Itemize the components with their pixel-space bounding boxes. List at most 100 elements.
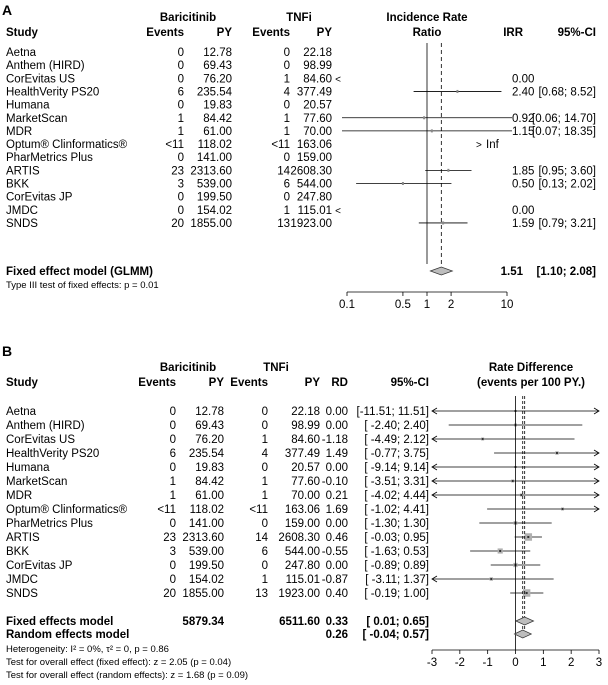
rd-ci-pharmetrics-plus: [ -1.30; 1.30] (364, 518, 429, 530)
point-estimate-mdr (430, 129, 433, 133)
py-baricitinib-marketscan: 84.42 (203, 113, 232, 125)
study-name-b-pharmetrics-plus: PharMetrics Plus (6, 518, 93, 530)
study-name-corevitas-jp: CorEvitas JP (6, 192, 73, 204)
py-tnfi-b-jmdc: 115.01 (286, 574, 320, 586)
events-baricitinib-artis: 23 (171, 165, 184, 177)
study-name-b-artis: ARTIS (6, 532, 40, 544)
events-baricitinib-b-pharmetrics-plus: 0 (170, 518, 176, 530)
irr-ci-bkk: [0.13; 2.02] (538, 179, 596, 191)
py-tnfi-jmdc: 115.01 (298, 205, 332, 217)
py-tnfi-anthem-hird: 98.99 (303, 60, 332, 72)
panel-b-random-ci: [ -0.04; 0.57] (363, 629, 430, 641)
py-tnfi-healthverity-ps20: 377.49 (297, 86, 332, 98)
py-baricitinib-b-humana: 19.83 (195, 462, 224, 474)
py-tnfi-pharmetrics-plus: 159.00 (297, 152, 332, 164)
rd-ci-mdr: [ -4.02; 4.44] (364, 490, 429, 502)
study-name-b-anthem-hird: Anthem (HIRD) (6, 420, 85, 432)
events-tnfi-mdr: 1 (284, 126, 290, 138)
panel-b-group2-header: TNFi (263, 362, 289, 374)
rd-ci-humana: [ -9.14; 9.14] (364, 462, 429, 474)
events-tnfi-artis: 14 (277, 165, 290, 177)
x-tick-label-b-1: 1 (540, 657, 546, 669)
arrow-right-optum-clinformatics: > (476, 140, 482, 151)
x-tick-label-0-1: 0.1 (339, 299, 355, 311)
events-baricitinib-b-anthem-hird: 0 (170, 420, 176, 432)
events-baricitinib-b-corevitas-us: 0 (170, 434, 176, 446)
irr-value-optum-clinformatics: Inf (486, 139, 500, 151)
rd-value-marketscan: -0.10 (322, 476, 348, 488)
events-tnfi-b-pharmetrics-plus: 0 (262, 518, 268, 530)
events-tnfi-b-snds: 13 (255, 588, 268, 600)
panel-b-random-rd: 0.26 (326, 629, 348, 641)
ci-arrow-right-humana (593, 463, 600, 471)
events-baricitinib-mdr: 1 (178, 126, 184, 138)
panel-b-plot-area: -3 -2 -1 0 1 2 3 (427, 396, 602, 669)
py-tnfi-b-optum-clinformatics: 163.06 (285, 504, 320, 516)
rd-value-artis: 0.46 (326, 532, 348, 544)
panel-b-group1-header: Baricitinib (160, 362, 216, 374)
ci-arrow-left-mdr (431, 491, 438, 499)
events-baricitinib-anthem-hird: 0 (178, 60, 184, 72)
py-tnfi-b-corevitas-us: 84.60 (291, 434, 320, 446)
events-tnfi-healthverity-ps20: 4 (284, 86, 291, 98)
py-tnfi-corevitas-jp: 247.80 (297, 192, 332, 204)
rd-value-bkk: -0.55 (322, 546, 348, 558)
events-tnfi-jmdc: 1 (284, 205, 290, 217)
rd-value-anthem-hird: 0.00 (326, 420, 348, 432)
study-name-b-snds: SNDS (6, 588, 38, 600)
events-tnfi-b-optum-clinformatics: <11 (249, 504, 268, 516)
panel-a-effect-subtitle: Ratio (413, 27, 442, 39)
events-baricitinib-b-humana: 0 (170, 462, 176, 474)
py-baricitinib-b-aetna: 12.78 (195, 406, 224, 418)
panel-b-events2-header: Events (230, 377, 268, 389)
events-tnfi-marketscan: 1 (284, 113, 290, 125)
panel-b-test-fixed: Test for overall effect (fixed effect): … (6, 657, 231, 668)
py-tnfi-b-healthverity-ps20: 377.49 (285, 448, 320, 460)
arrow-left-jmdc: < (335, 206, 341, 217)
point-estimate-b-snds (525, 592, 528, 594)
events-tnfi-b-jmdc: 1 (262, 574, 268, 586)
panel-b: B Baricitinib TNFi Rate Difference Study… (2, 343, 602, 681)
panel-a-plot-area: < > <0.1 0.5 1 2 10 (335, 43, 513, 311)
pooled-diamond-fixed (429, 266, 454, 276)
panel-b-fixed-rd: 0.33 (326, 616, 348, 628)
irr-value-jmdc: 0.00 (512, 205, 534, 217)
py-tnfi-snds: 1923.00 (290, 218, 332, 230)
py-tnfi-mdr: 70.00 (303, 126, 332, 138)
point-estimate-b-bkk (499, 550, 502, 552)
irr-value-bkk: 0.50 (512, 179, 534, 191)
point-estimate-marketscan (423, 116, 426, 120)
events-baricitinib-b-optum-clinformatics: <11 (157, 504, 176, 516)
events-tnfi-b-mdr: 1 (262, 490, 268, 502)
py-tnfi-b-bkk: 544.00 (285, 546, 320, 558)
point-estimate-b-corevitas-us (481, 438, 484, 440)
py-tnfi-b-mdr: 70.00 (291, 490, 320, 502)
rd-value-corevitas-jp: 0.00 (326, 560, 348, 572)
py-tnfi-optum-clinformatics: 163.06 (297, 139, 332, 151)
irr-value-mdr: 1.15 (512, 126, 534, 138)
rd-ci-corevitas-jp: [ -0.89; 0.89] (364, 560, 429, 572)
events-baricitinib-b-snds: 20 (163, 588, 176, 600)
rd-ci-snds: [ -0.19; 1.00] (364, 588, 429, 600)
py-baricitinib-b-pharmetrics-plus: 141.00 (189, 518, 224, 530)
point-estimate-b-optum-clinformatics (561, 508, 564, 510)
py-baricitinib-corevitas-jp: 199.50 (197, 192, 232, 204)
point-estimate-artis (447, 168, 450, 172)
events-baricitinib-corevitas-us: 0 (178, 73, 184, 85)
point-estimate-healthverity-ps20 (456, 89, 459, 93)
x-tick-label-b-1: -1 (483, 657, 493, 669)
study-name-b-corevitas-jp: CorEvitas JP (6, 560, 73, 572)
panel-b-test-random: Test for overall effect (random effects)… (6, 670, 248, 681)
ci-arrow-left-aetna (431, 407, 438, 415)
x-tick-label-2: 2 (448, 299, 454, 311)
pooled-diamond-fixed-effects-model (514, 616, 535, 626)
study-name-aetna: Aetna (6, 47, 37, 59)
events-tnfi-b-corevitas-us: 1 (262, 434, 268, 446)
py-tnfi-humana: 20.57 (303, 100, 332, 112)
ci-arrow-left-jmdc (431, 575, 438, 583)
events-baricitinib-b-jmdc: 0 (170, 574, 176, 586)
py-tnfi-artis: 2608.30 (290, 165, 332, 177)
irr-value-snds: 1.59 (512, 218, 534, 230)
rd-value-aetna: 0.00 (326, 406, 348, 418)
events-tnfi-b-bkk: 6 (262, 546, 268, 558)
